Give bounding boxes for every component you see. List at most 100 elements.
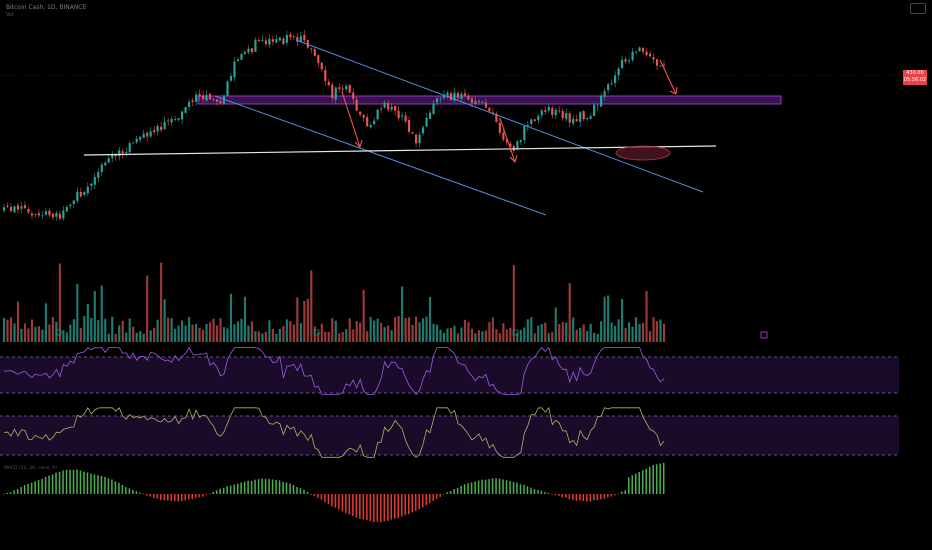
macd-bar <box>167 494 169 501</box>
volume-bar <box>474 333 477 342</box>
macd-bar <box>198 494 200 498</box>
volume-bar <box>596 333 599 342</box>
macd-bar <box>547 492 550 494</box>
candle-body <box>421 127 425 134</box>
candle-body <box>401 115 404 117</box>
candle-body <box>264 40 267 44</box>
macd-bar <box>16 488 19 494</box>
chart-settings-button[interactable] <box>910 3 926 14</box>
volume-bar <box>97 320 100 342</box>
volume-bar <box>268 320 271 342</box>
candle-body <box>79 192 82 197</box>
volume-bar <box>498 333 501 342</box>
volume-bar <box>544 322 547 342</box>
volume-bar <box>624 328 627 342</box>
volume-bar <box>187 316 191 342</box>
volume-bar <box>641 322 645 342</box>
macd-bar <box>72 469 75 494</box>
macd-bar <box>292 484 295 494</box>
volume-bar <box>292 324 295 342</box>
volume-bar <box>376 318 379 342</box>
volume-bar <box>428 296 432 342</box>
volume-bar <box>13 323 16 342</box>
macd-bar <box>463 484 466 494</box>
candle-body <box>114 154 117 157</box>
candle-body <box>331 84 334 99</box>
volume-bar <box>655 321 659 342</box>
macd-bar <box>100 475 103 494</box>
macd-bar <box>659 463 661 494</box>
volume-bar <box>247 325 250 342</box>
candle-body <box>37 213 41 216</box>
volume-bar <box>41 329 44 342</box>
volume-bar <box>240 318 243 342</box>
volume-bar <box>306 298 309 342</box>
macd-bar <box>404 494 407 516</box>
macd-bar <box>645 468 647 494</box>
candle-body <box>352 92 355 99</box>
volume-bar <box>621 298 624 342</box>
down-arrow-2-head <box>509 154 518 163</box>
volume-bar <box>369 316 372 342</box>
candle-body <box>257 40 261 42</box>
volume-bar <box>139 331 142 342</box>
volume-bar <box>516 332 519 342</box>
candle-body <box>565 113 568 120</box>
volume-bar <box>495 329 498 342</box>
macd-bar <box>247 480 249 494</box>
volume-bar <box>153 327 156 342</box>
candle-body <box>163 121 166 130</box>
macd-bar <box>327 494 330 504</box>
volume-bar <box>198 327 201 342</box>
volume-bar <box>617 319 620 342</box>
candle-body <box>645 51 648 56</box>
candle-body <box>617 68 620 76</box>
macd-bar <box>338 494 340 510</box>
macd-bar <box>41 478 43 494</box>
volume-bar <box>219 318 222 342</box>
event-markers <box>55 329 768 339</box>
candle-body <box>446 92 449 96</box>
volume-bar <box>9 317 13 342</box>
macd-bar <box>355 494 358 518</box>
candle-body <box>65 207 68 212</box>
volume-bar <box>76 283 79 342</box>
candle-body <box>614 75 617 84</box>
macd-bar <box>254 479 256 494</box>
candle-body <box>219 100 222 104</box>
macd-bar <box>638 471 640 494</box>
macd-bar <box>114 481 117 494</box>
candle-body <box>638 47 641 52</box>
indicator-bands <box>0 356 899 456</box>
volume-bar <box>645 290 648 342</box>
macd-bar <box>55 472 57 494</box>
macd-bar <box>348 494 351 515</box>
candle-body <box>41 215 44 217</box>
macd-bar <box>215 490 218 494</box>
macd-bar <box>194 494 197 498</box>
volume-bar <box>121 320 124 342</box>
volume-bar <box>261 333 264 342</box>
macd-bar <box>184 494 187 501</box>
macd-bar <box>201 494 204 497</box>
volume-bar <box>439 329 442 342</box>
volume-bar <box>229 293 233 342</box>
macd-label: MACD (12, 26, close, 9) <box>4 466 57 471</box>
event-marker <box>512 329 519 336</box>
macd-bar <box>118 482 120 494</box>
macd-bar <box>219 488 221 494</box>
macd-bar <box>582 494 585 502</box>
candle-body <box>586 118 589 119</box>
macd-bar <box>30 482 33 494</box>
candle-body <box>208 93 212 100</box>
volume-bar <box>523 327 526 342</box>
volume-bar <box>397 316 400 342</box>
macd-bar <box>261 478 263 494</box>
candle-body <box>554 109 557 116</box>
macd-bar <box>236 483 239 494</box>
macd-bar <box>125 487 127 494</box>
volume-bar <box>327 331 330 342</box>
volume-bar <box>208 322 212 342</box>
candle-body <box>62 210 65 219</box>
stochastic-line <box>3 406 665 458</box>
